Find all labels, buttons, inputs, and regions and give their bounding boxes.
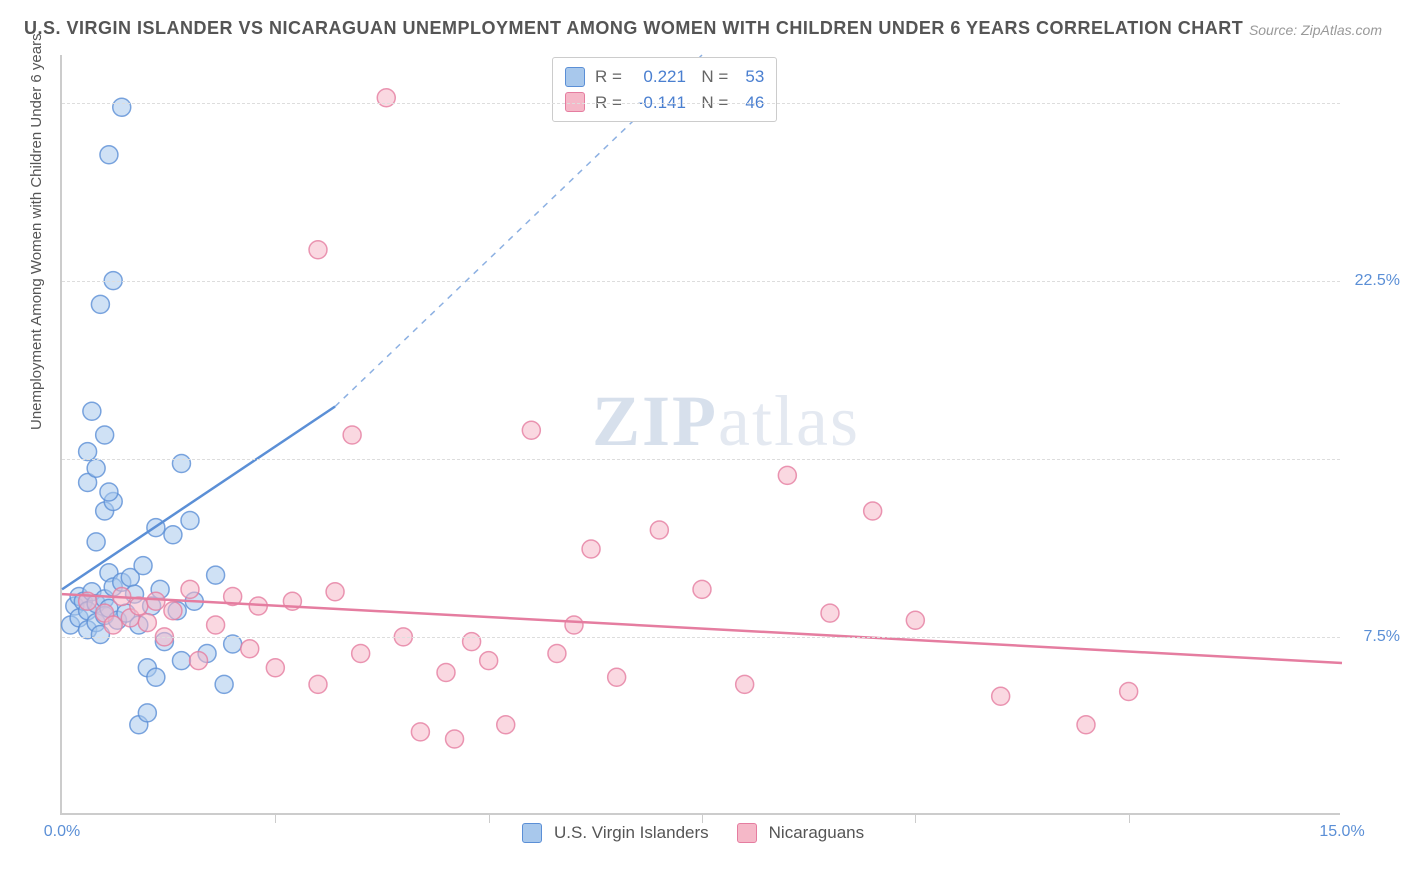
data-point [215,675,233,693]
data-point [608,668,626,686]
data-point [497,716,515,734]
data-point [138,704,156,722]
data-point [207,616,225,634]
data-point [446,730,464,748]
gridline-h [62,103,1340,104]
data-point [736,675,754,693]
data-point [91,295,109,313]
corr-legend-row: R =0.221 N =53 [565,64,764,90]
data-point [463,633,481,651]
data-point [172,652,190,670]
data-point [164,526,182,544]
data-point [1077,716,1095,734]
series-legend-item: Nicaraguans [737,823,864,843]
legend-swatch [522,823,542,843]
data-point [113,98,131,116]
data-point [1120,683,1138,701]
tick-v [275,815,276,823]
series-name: Nicaraguans [769,823,864,843]
data-point [352,645,370,663]
legend-swatch [737,823,757,843]
data-point [992,687,1010,705]
data-point [522,421,540,439]
data-point [906,611,924,629]
data-point [147,668,165,686]
source-attribution: Source: ZipAtlas.com [1249,22,1382,38]
data-point [548,645,566,663]
y-axis-title: Unemployment Among Women with Children U… [28,33,45,430]
data-point [190,652,208,670]
series-legend-item: U.S. Virgin Islanders [522,823,709,843]
chart-title: U.S. VIRGIN ISLANDER VS NICARAGUAN UNEMP… [24,18,1243,39]
data-point [693,580,711,598]
correlation-legend: R =0.221 N =53R =-0.141 N =46 [552,57,777,122]
data-point [87,459,105,477]
data-point [100,483,118,501]
data-point [266,659,284,677]
data-point [181,580,199,598]
data-point [134,557,152,575]
corr-r-value: 0.221 [628,64,686,90]
data-point [83,402,101,420]
data-point [821,604,839,622]
data-point [172,455,190,473]
series-legend: U.S. Virgin Islanders Nicaraguans [522,823,864,843]
data-point [241,640,259,658]
data-point [778,466,796,484]
series-name: U.S. Virgin Islanders [554,823,709,843]
data-point [207,566,225,584]
gridline-h [62,281,1340,282]
data-point [582,540,600,558]
x-tick-label: 0.0% [44,823,80,841]
corr-n-value: 53 [734,64,764,90]
x-tick-label: 15.0% [1319,823,1364,841]
data-point [326,583,344,601]
tick-v [915,815,916,823]
data-point [650,521,668,539]
data-point [343,426,361,444]
y-tick-label: 22.5% [1345,272,1400,290]
chart-svg [62,55,1340,813]
gridline-h [62,459,1340,460]
legend-swatch [565,67,585,87]
tick-v [702,815,703,823]
gridline-h [62,637,1340,638]
data-point [164,602,182,620]
data-point [96,426,114,444]
plot-area: ZIPatlas R =0.221 N =53R =-0.141 N =46 U… [60,55,1340,815]
data-point [104,616,122,634]
data-point [309,241,327,259]
data-point [480,652,498,670]
data-point [147,592,165,610]
data-point [377,89,395,107]
data-point [565,616,583,634]
tick-v [1129,815,1130,823]
data-point [864,502,882,520]
data-point [309,675,327,693]
data-point [181,512,199,530]
data-point [100,146,118,164]
tick-v [489,815,490,823]
data-point [411,723,429,741]
corr-n-label: N = [692,64,728,90]
corr-r-label: R = [595,64,622,90]
data-point [437,664,455,682]
data-point [138,614,156,632]
y-tick-label: 7.5% [1345,628,1400,646]
data-point [87,533,105,551]
